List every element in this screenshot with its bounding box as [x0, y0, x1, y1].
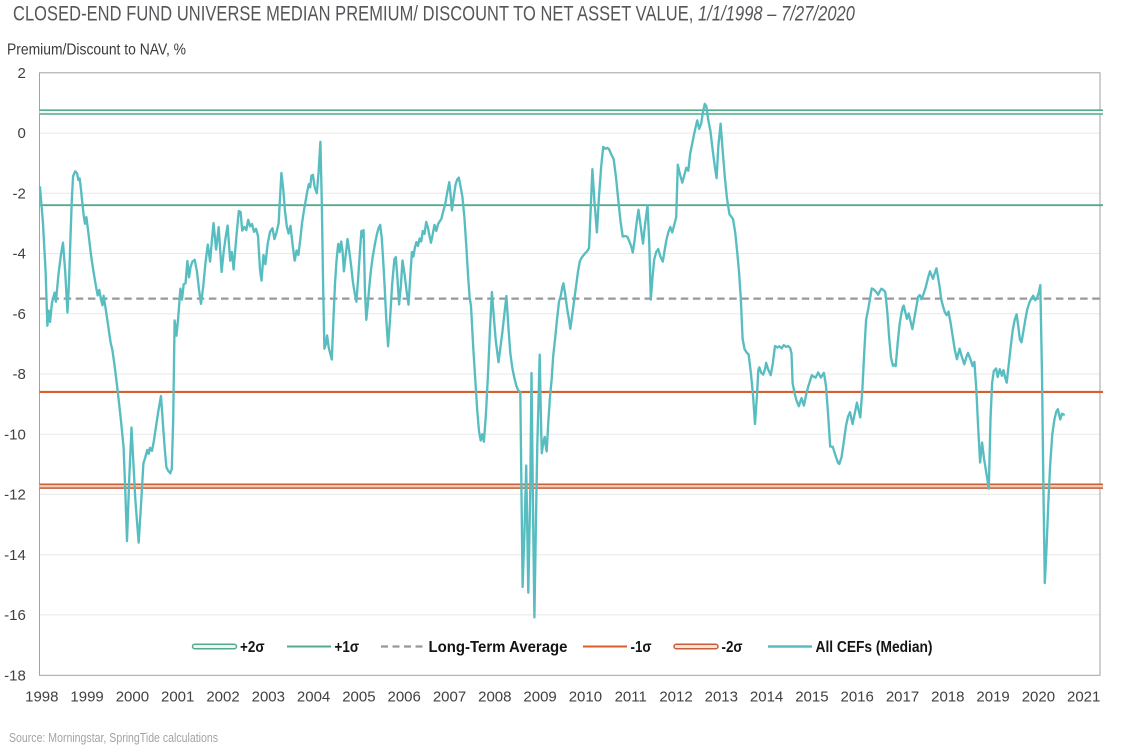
svg-text:2011: 2011	[615, 689, 647, 706]
svg-text:2012: 2012	[659, 689, 692, 706]
svg-text:2020: 2020	[1022, 689, 1055, 706]
svg-text:2021: 2021	[1067, 689, 1100, 706]
svg-text:2017: 2017	[886, 689, 919, 706]
svg-text:-18: -18	[4, 667, 26, 684]
svg-text:2010: 2010	[569, 689, 602, 706]
svg-text:2016: 2016	[841, 689, 874, 706]
svg-text:2014: 2014	[750, 689, 783, 706]
svg-text:+2σ: +2σ	[240, 639, 265, 656]
svg-text:2015: 2015	[795, 689, 828, 706]
svg-text:-2: -2	[12, 186, 25, 203]
svg-text:-8: -8	[12, 366, 25, 383]
svg-text:2019: 2019	[976, 689, 1009, 706]
svg-text:-10: -10	[4, 426, 26, 443]
svg-text:2013: 2013	[705, 689, 738, 706]
svg-text:+1σ: +1σ	[335, 639, 360, 656]
svg-text:2018: 2018	[931, 689, 964, 706]
svg-text:2006: 2006	[388, 689, 421, 706]
svg-text:2005: 2005	[342, 689, 375, 706]
svg-text:-1σ: -1σ	[631, 639, 652, 656]
svg-text:2009: 2009	[523, 689, 556, 706]
svg-text:-6: -6	[12, 306, 25, 323]
svg-text:2002: 2002	[206, 689, 239, 706]
svg-text:2008: 2008	[478, 689, 511, 706]
svg-text:All CEFs (Median): All CEFs (Median)	[816, 639, 933, 656]
svg-text:1999: 1999	[70, 689, 103, 706]
svg-text:0: 0	[17, 125, 25, 142]
svg-text:2004: 2004	[297, 689, 330, 706]
svg-text:2007: 2007	[433, 689, 466, 706]
svg-text:-2σ: -2σ	[722, 639, 743, 656]
svg-text:2000: 2000	[116, 689, 149, 706]
svg-text:Long-Term Average: Long-Term Average	[429, 639, 568, 656]
svg-text:Source: Morningstar, SpringTid: Source: Morningstar, SpringTide calculat…	[9, 731, 218, 745]
svg-text:2003: 2003	[252, 689, 285, 706]
svg-text:2001: 2001	[161, 689, 194, 706]
svg-text:CLOSED-END FUND UNIVERSE MEDIA: CLOSED-END FUND UNIVERSE MEDIAN PREMIUM/…	[13, 3, 855, 26]
svg-text:-16: -16	[4, 607, 26, 624]
svg-text:-14: -14	[4, 547, 26, 564]
svg-text:Premium/Discount to NAV, %: Premium/Discount to NAV, %	[7, 42, 186, 59]
svg-text:-12: -12	[4, 487, 26, 504]
svg-text:1998: 1998	[25, 689, 58, 706]
svg-text:-4: -4	[12, 246, 25, 263]
svg-text:2: 2	[17, 65, 25, 82]
